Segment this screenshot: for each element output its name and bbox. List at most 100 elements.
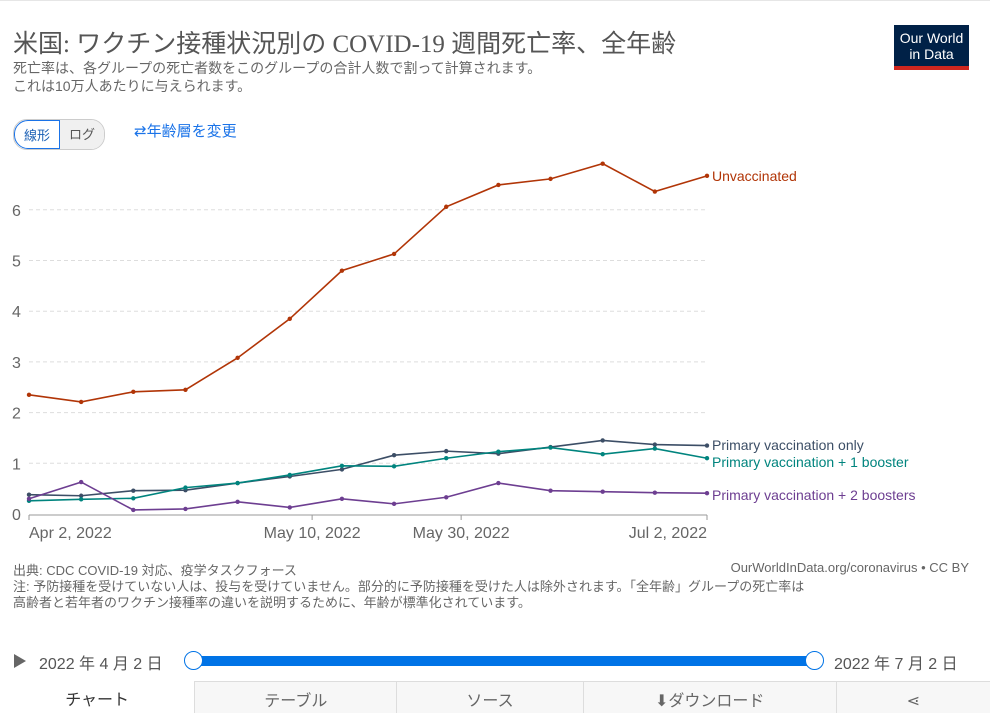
tab-table[interactable]: テーブル bbox=[194, 681, 397, 713]
scale-toggle: 線形 ログ bbox=[13, 119, 106, 150]
chart-subtitle-line1: 死亡率は、各グループの死亡者数をこのグループの合計人数で割って計算されます。 bbox=[13, 60, 542, 76]
data-point bbox=[78, 479, 84, 485]
data-point bbox=[78, 399, 84, 405]
data-point bbox=[391, 452, 397, 458]
download-icon: ⬇ bbox=[654, 693, 669, 710]
data-point bbox=[131, 496, 136, 501]
tab-download[interactable]: ⬇ダウンロード bbox=[582, 681, 836, 713]
data-point bbox=[600, 161, 605, 166]
data-point bbox=[235, 499, 240, 505]
tab-bar: チャート テーブル ソース ⬇ダウンロード ⋖ bbox=[0, 681, 990, 713]
data-point bbox=[183, 387, 188, 392]
x-tick-label: May 10, 2022 bbox=[264, 525, 361, 542]
series-line bbox=[28, 481, 708, 511]
data-point bbox=[704, 173, 710, 179]
data-point bbox=[652, 446, 658, 451]
data-point bbox=[131, 507, 136, 513]
note-line2: 高齢者と若年者のワクチン接種率の違いを説明するために、年齢が標準化されています。 bbox=[13, 595, 531, 610]
data-point bbox=[652, 442, 658, 447]
line-chart: 0 1 2 3 4 5 6 Apr 2, 2022 May 10, 2022 May 30, 20… bbox=[12, 161, 915, 542]
data-point bbox=[183, 506, 188, 512]
data-point bbox=[704, 443, 710, 448]
data-point bbox=[444, 495, 449, 500]
data-point bbox=[600, 451, 605, 457]
series-line bbox=[28, 446, 708, 502]
data-point bbox=[444, 456, 449, 461]
data-point bbox=[339, 496, 345, 501]
data-point bbox=[78, 493, 84, 498]
data-point bbox=[391, 251, 397, 257]
timeline-range-bar[interactable] bbox=[193, 656, 814, 666]
series-label: Primary vaccination only bbox=[712, 437, 864, 453]
note-line1: 注: 予防接種を受けていない人は、投与を受けていません。部分的に予防接種を受けた… bbox=[13, 579, 805, 594]
series-label: Unvaccinated bbox=[712, 168, 797, 184]
data-point bbox=[391, 464, 397, 469]
tab-sources[interactable]: ソース bbox=[396, 681, 583, 713]
data-point bbox=[444, 448, 449, 454]
logo-line2: in Data bbox=[909, 46, 954, 62]
data-point bbox=[287, 472, 292, 478]
data-point bbox=[548, 445, 553, 450]
data-point bbox=[704, 491, 710, 496]
data-point bbox=[548, 488, 553, 493]
data-point bbox=[183, 485, 188, 490]
y-tick-label: 5 bbox=[12, 254, 21, 271]
change-age-group-button[interactable]: ⇄年齢層を変更 bbox=[134, 120, 237, 141]
chart-title: 米国: ワクチン接種状況別の COVID-19 週間死亡率、全年齢 bbox=[13, 31, 677, 58]
play-icon[interactable] bbox=[13, 653, 27, 669]
data-point bbox=[287, 505, 292, 510]
series-label: Primary vaccination + 1 booster bbox=[712, 454, 909, 470]
data-point bbox=[496, 449, 501, 454]
series-label: Primary vaccination + 2 boosters bbox=[712, 487, 915, 503]
y-tick-label: 3 bbox=[12, 355, 21, 372]
chart-subtitle-line2: これは10万人あたりに与えられます。 bbox=[13, 78, 252, 94]
y-tick-label: 1 bbox=[12, 456, 21, 473]
data-point bbox=[496, 480, 501, 486]
data-point bbox=[235, 355, 240, 361]
x-tick-label: Jul 2, 2022 bbox=[629, 525, 707, 542]
data-point bbox=[235, 480, 240, 486]
data-point bbox=[548, 176, 553, 182]
y-tick-label: 0 bbox=[12, 507, 21, 524]
y-tick-label: 4 bbox=[12, 304, 21, 321]
linear-scale-button[interactable]: 線形 bbox=[14, 120, 61, 149]
logo-line1: Our World bbox=[899, 30, 964, 46]
tab-share[interactable]: ⋖ bbox=[835, 681, 990, 713]
data-point bbox=[600, 489, 605, 494]
data-point bbox=[652, 189, 658, 194]
data-point bbox=[339, 467, 345, 472]
data-point bbox=[652, 490, 658, 495]
x-tick-label: May 30, 2022 bbox=[413, 525, 510, 542]
timeline-start-handle[interactable] bbox=[184, 651, 203, 670]
share-icon: ⋖ bbox=[906, 693, 921, 710]
data-point bbox=[287, 316, 292, 322]
data-point bbox=[600, 438, 605, 443]
timeline-end-label: 2022 年 7 月 2 日 bbox=[834, 656, 958, 673]
y-tick-label: 2 bbox=[12, 406, 21, 423]
data-point bbox=[78, 497, 84, 502]
data-point bbox=[26, 392, 32, 398]
data-point bbox=[339, 463, 345, 469]
tab-chart[interactable]: チャート bbox=[0, 681, 195, 713]
owid-logo[interactable]: Our World in Data bbox=[894, 25, 969, 70]
x-tick-label: Apr 2, 2022 bbox=[29, 525, 112, 542]
timeline-end-handle[interactable] bbox=[805, 651, 824, 670]
log-scale-button[interactable]: ログ bbox=[60, 120, 105, 149]
change-age-label: 年齢層を変更 bbox=[146, 123, 237, 140]
source-text: 出典: CDC COVID-19 対応、疫学タスクフォース bbox=[13, 563, 297, 578]
data-point bbox=[26, 496, 32, 501]
data-point bbox=[131, 389, 136, 395]
timeline-start-label: 2022 年 4 月 2 日 bbox=[39, 656, 163, 673]
series-line bbox=[28, 439, 708, 497]
timeline: 2022 年 4 月 2 日 2022 年 7 月 2 日 bbox=[0, 649, 990, 673]
download-label: ダウンロード bbox=[668, 693, 765, 710]
data-point bbox=[391, 501, 397, 507]
data-point bbox=[496, 182, 501, 188]
series-line bbox=[28, 162, 708, 403]
data-point bbox=[339, 268, 345, 273]
data-point bbox=[131, 488, 136, 493]
data-point bbox=[704, 456, 710, 461]
source-url-link[interactable]: OurWorldInData.org/coronavirus • CC BY bbox=[730, 560, 969, 575]
data-point bbox=[444, 204, 449, 209]
